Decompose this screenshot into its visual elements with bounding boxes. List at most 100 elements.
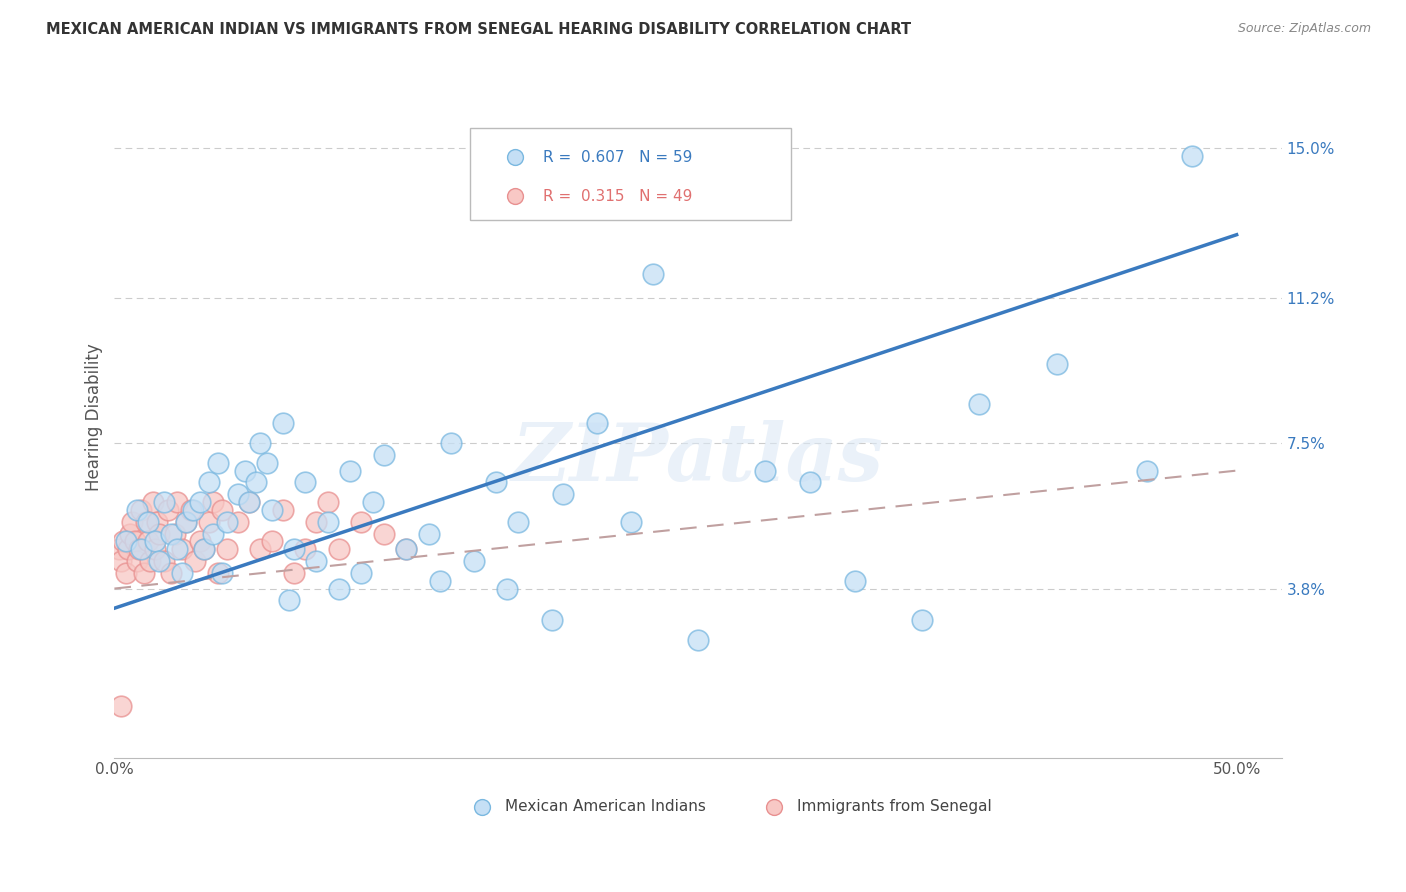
Point <box>294 542 316 557</box>
Point <box>139 554 162 568</box>
Point <box>508 515 530 529</box>
Point <box>328 582 350 596</box>
FancyBboxPatch shape <box>471 128 792 220</box>
Text: Immigrants from Senegal: Immigrants from Senegal <box>797 799 991 814</box>
Point <box>166 542 188 557</box>
Point <box>114 566 136 580</box>
Point <box>197 515 219 529</box>
Point <box>207 566 229 580</box>
Point <box>170 566 193 580</box>
Point <box>131 503 153 517</box>
Point <box>305 554 328 568</box>
Text: Mexican American Indians: Mexican American Indians <box>505 799 706 814</box>
Point <box>226 487 249 501</box>
Point <box>125 554 148 568</box>
Point <box>260 503 283 517</box>
Point <box>148 526 170 541</box>
Point <box>283 566 305 580</box>
Point <box>142 495 165 509</box>
Point <box>328 542 350 557</box>
Point <box>166 495 188 509</box>
Point <box>174 515 197 529</box>
Point <box>541 613 564 627</box>
Point <box>463 554 485 568</box>
Point <box>316 495 339 509</box>
Point <box>226 515 249 529</box>
Point <box>211 503 233 517</box>
Point <box>586 417 609 431</box>
Point <box>146 515 169 529</box>
Y-axis label: Hearing Disability: Hearing Disability <box>86 343 103 491</box>
Text: R =  0.607   N = 59: R = 0.607 N = 59 <box>543 150 692 165</box>
Point <box>152 495 174 509</box>
Point <box>350 515 373 529</box>
Point <box>193 542 215 557</box>
Point <box>967 397 990 411</box>
Point <box>1181 149 1204 163</box>
Point <box>112 534 135 549</box>
Point <box>361 495 384 509</box>
Point <box>121 515 143 529</box>
Point <box>260 534 283 549</box>
Point <box>159 526 181 541</box>
Point <box>117 542 139 557</box>
Point <box>148 554 170 568</box>
Point <box>193 542 215 557</box>
Point <box>120 526 142 541</box>
Point <box>249 542 271 557</box>
Point <box>174 515 197 529</box>
Point <box>207 456 229 470</box>
Point <box>271 503 294 517</box>
Point <box>110 554 132 568</box>
Point <box>294 475 316 490</box>
Point <box>132 566 155 580</box>
Point <box>1046 358 1069 372</box>
Point <box>395 542 418 557</box>
Point <box>114 534 136 549</box>
Point <box>844 574 866 588</box>
Point <box>181 503 204 517</box>
Point <box>188 534 211 549</box>
Text: MEXICAN AMERICAN INDIAN VS IMMIGRANTS FROM SENEGAL HEARING DISABILITY CORRELATIO: MEXICAN AMERICAN INDIAN VS IMMIGRANTS FR… <box>46 22 911 37</box>
Point <box>350 566 373 580</box>
Point <box>249 436 271 450</box>
Point <box>418 526 440 541</box>
Point <box>496 582 519 596</box>
Point <box>197 475 219 490</box>
Point <box>440 436 463 450</box>
Point <box>429 574 451 588</box>
Point <box>211 566 233 580</box>
Point <box>238 495 260 509</box>
Point <box>215 542 238 557</box>
Text: ZIPatlas: ZIPatlas <box>512 419 884 497</box>
Point <box>157 503 180 517</box>
Point <box>188 495 211 509</box>
Point <box>271 417 294 431</box>
Point <box>131 542 153 557</box>
Point <box>136 515 159 529</box>
Point <box>245 475 267 490</box>
Point <box>170 542 193 557</box>
Point <box>202 495 225 509</box>
Point <box>202 526 225 541</box>
Point <box>110 699 132 714</box>
Point <box>373 448 395 462</box>
Point <box>215 515 238 529</box>
Point <box>143 542 166 557</box>
Point <box>108 542 131 557</box>
Point <box>159 566 181 580</box>
Point <box>1136 464 1159 478</box>
Point <box>339 464 361 478</box>
Point <box>163 526 186 541</box>
Point <box>124 534 146 549</box>
Point <box>238 495 260 509</box>
Point <box>283 542 305 557</box>
Point <box>128 542 150 557</box>
Point <box>553 487 575 501</box>
Point <box>485 475 508 490</box>
Point <box>641 267 664 281</box>
Point <box>799 475 821 490</box>
Text: Source: ZipAtlas.com: Source: ZipAtlas.com <box>1237 22 1371 36</box>
Point <box>305 515 328 529</box>
Point <box>395 542 418 557</box>
